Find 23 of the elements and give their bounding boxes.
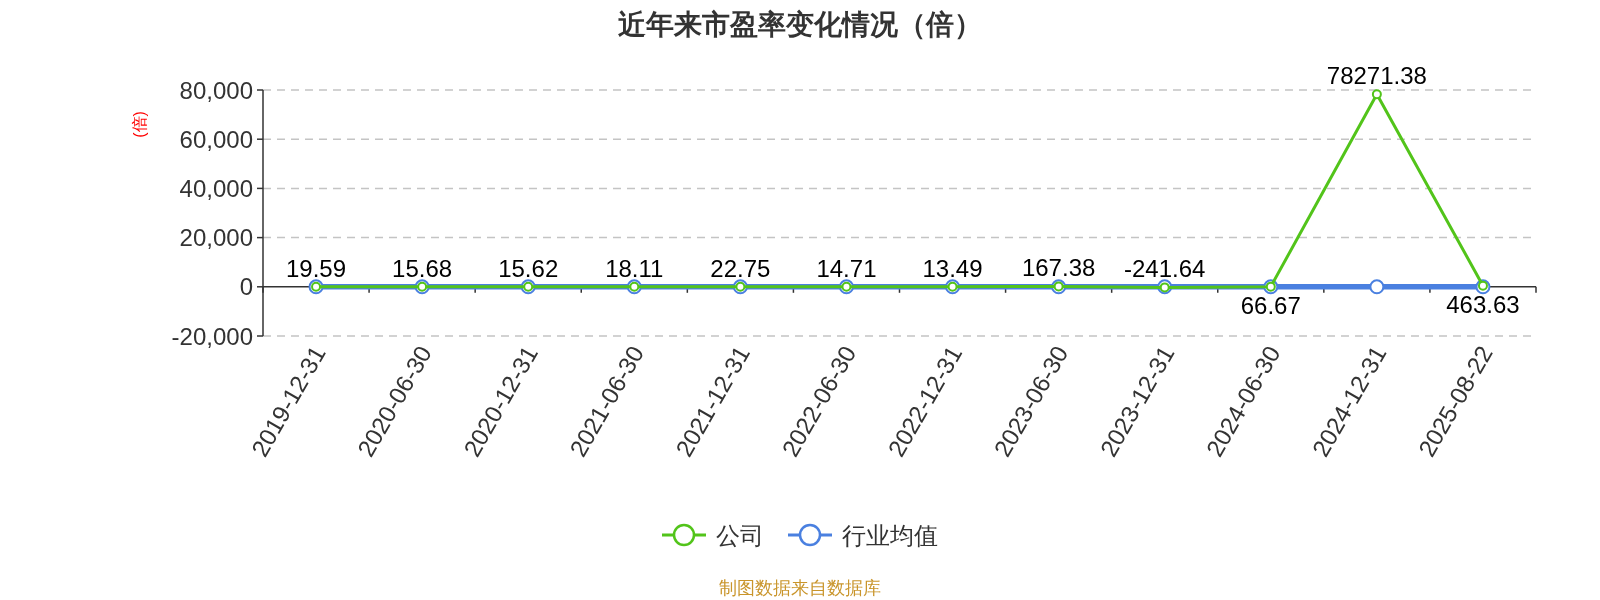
y-tick-label: 80,000 xyxy=(179,76,253,104)
y-tick-label: 40,000 xyxy=(179,174,253,202)
data-label: 167.38 xyxy=(1021,254,1096,282)
data-label: 18.11 xyxy=(605,254,664,282)
data-label: 13.49 xyxy=(922,254,983,282)
data-label: 15.62 xyxy=(498,254,559,282)
legend-label: 行业均值 xyxy=(842,521,938,549)
y-tick-label: 20,000 xyxy=(179,224,253,252)
legend-label: 公司 xyxy=(716,521,764,549)
annotation: 制图数据来自数据库 xyxy=(719,578,881,598)
data-label: 66.67 xyxy=(1240,292,1301,320)
title: 近年来市盈率变化情况（倍） xyxy=(618,9,982,40)
data-label: 19.59 xyxy=(286,254,347,282)
data-label: 14.71 xyxy=(816,254,877,282)
data-label: 15.68 xyxy=(392,254,453,282)
y-tick-label: 0 xyxy=(239,273,253,301)
y-tick-label: 60,000 xyxy=(179,125,253,153)
data-label: -241.64 xyxy=(1124,255,1206,283)
data-label: 22.75 xyxy=(710,254,771,282)
y-tick-label: -20,000 xyxy=(171,322,253,350)
y-axis-title: (倍) xyxy=(131,111,149,138)
data-label: 78271.38 xyxy=(1326,62,1427,90)
data-label: 463.63 xyxy=(1446,291,1520,319)
